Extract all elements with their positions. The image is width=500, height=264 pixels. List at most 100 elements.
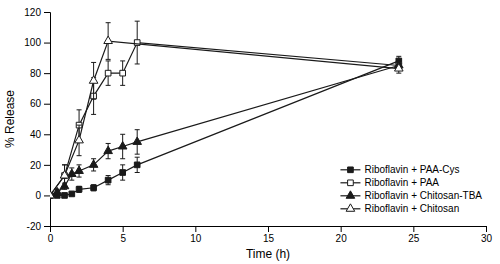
legend: Riboflavin + PAA-Cys Riboflavin + PAA Ribo… xyxy=(340,164,482,214)
x-tick-label: 15 xyxy=(263,233,275,244)
x-tick-mark xyxy=(195,226,196,232)
x-tick-label: 20 xyxy=(336,233,348,244)
point xyxy=(89,160,98,167)
y-tick-mark xyxy=(44,73,50,74)
plot-area xyxy=(50,21,403,198)
legend-symbol xyxy=(348,180,354,186)
x-tick-label: 25 xyxy=(408,233,420,244)
error-bar xyxy=(120,61,125,85)
legend-item: Riboflavin + PAA xyxy=(340,177,439,188)
legend-symbol xyxy=(346,204,355,211)
legend-label: Riboflavin + Chitosan-TBA xyxy=(364,190,482,201)
y-tick-label: 60 xyxy=(30,98,42,109)
error-bar xyxy=(91,185,96,191)
y-tick-label: 80 xyxy=(30,68,42,79)
point xyxy=(104,146,113,153)
y-tick-label: 20 xyxy=(30,160,42,171)
point xyxy=(69,191,75,197)
y-tick: 40 xyxy=(30,129,50,140)
y-tick-label: 40 xyxy=(30,129,42,140)
y-tick-mark xyxy=(44,195,50,196)
error-bar xyxy=(135,157,140,172)
y-tick-mark xyxy=(44,226,50,227)
point xyxy=(134,162,140,168)
x-tick: 30 xyxy=(481,226,493,244)
x-tick: 0 xyxy=(48,226,54,244)
y-tick-mark xyxy=(44,104,50,105)
x-tick-label: 5 xyxy=(120,233,126,244)
x-tick-mark xyxy=(268,226,269,232)
x-axis-line xyxy=(51,227,487,233)
series xyxy=(50,61,403,198)
point xyxy=(105,177,111,183)
point xyxy=(75,166,84,173)
legend-label: Riboflavin + PAA xyxy=(364,177,439,188)
legend-item: Riboflavin + Chitosan-TBA xyxy=(340,190,482,201)
legend-label: Riboflavin + Chitosan xyxy=(364,203,459,214)
error-bar xyxy=(120,165,125,180)
point xyxy=(105,70,111,76)
y-tick: -20 xyxy=(27,221,50,232)
point xyxy=(120,70,126,76)
y-tick-label: 100 xyxy=(24,37,41,48)
x-axis: 0 5 10 15 20 25 30 xyxy=(48,226,493,244)
point xyxy=(89,76,98,83)
error-bar xyxy=(106,176,111,185)
point xyxy=(62,193,68,199)
y-tick-mark xyxy=(44,12,50,13)
x-axis-title: Time (h) xyxy=(246,247,290,261)
y-tick-label: 120 xyxy=(24,7,41,18)
series xyxy=(50,23,403,198)
x-tick-label: 0 xyxy=(48,233,54,244)
legend-item: Riboflavin + PAA-Cys xyxy=(340,164,459,175)
point xyxy=(50,190,54,197)
y-tick: 60 xyxy=(30,98,50,109)
error-bar xyxy=(106,61,111,85)
point xyxy=(60,171,69,178)
point xyxy=(118,142,127,149)
x-tick: 15 xyxy=(263,226,275,244)
chart: 0 5 10 15 20 25 30 -20 0 20 40 60 80 100 120 Time (h) % … xyxy=(0,0,500,264)
y-tick: 120 xyxy=(24,7,50,18)
legend-item: Riboflavin + Chitosan xyxy=(340,203,459,214)
x-tick: 10 xyxy=(190,226,202,244)
legend-symbol xyxy=(348,167,354,173)
x-tick-mark xyxy=(341,226,342,232)
point xyxy=(104,36,113,43)
x-tick: 20 xyxy=(336,226,348,244)
series-line xyxy=(50,61,399,196)
point xyxy=(133,137,142,144)
y-tick: 100 xyxy=(24,37,50,48)
y-axis-line xyxy=(44,13,51,227)
x-tick: 5 xyxy=(120,226,126,244)
x-tick-mark xyxy=(486,226,487,232)
error-bar xyxy=(135,21,140,64)
series xyxy=(50,21,402,198)
series-line xyxy=(50,66,399,196)
series xyxy=(50,56,402,198)
y-tick-mark xyxy=(44,165,50,166)
series-line xyxy=(50,43,399,196)
point xyxy=(76,186,82,192)
y-tick: 80 xyxy=(30,68,50,79)
y-tick-mark xyxy=(44,43,50,44)
y-tick-mark xyxy=(44,134,50,135)
series-line xyxy=(50,41,399,195)
x-tick-label: 30 xyxy=(481,233,493,244)
y-tick-label: 0 xyxy=(35,190,41,201)
y-tick: 20 xyxy=(30,160,50,171)
legend-label: Riboflavin + PAA-Cys xyxy=(364,164,459,175)
y-tick: 0 xyxy=(35,190,50,201)
x-tick-label: 10 xyxy=(190,233,202,244)
x-tick-mark xyxy=(413,226,414,232)
y-axis-title: % Release xyxy=(3,90,17,148)
y-tick-label: -20 xyxy=(27,221,42,232)
point xyxy=(120,170,126,176)
point xyxy=(395,64,404,71)
x-tick: 25 xyxy=(408,226,420,244)
legend-symbol xyxy=(346,191,355,198)
x-tick-mark xyxy=(123,226,124,232)
error-bar xyxy=(77,186,82,192)
point xyxy=(75,135,84,142)
point xyxy=(91,185,97,191)
